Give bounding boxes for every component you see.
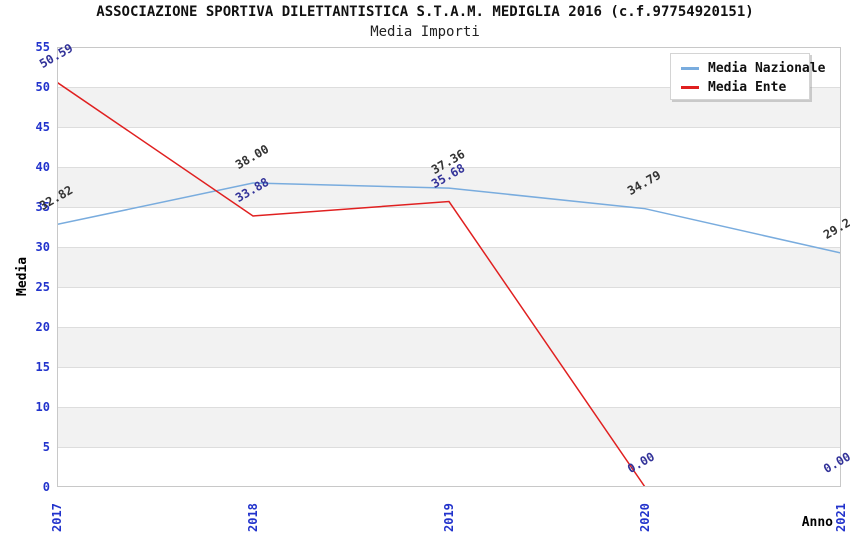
y-tick-label: 40 (35, 160, 50, 174)
chart-title: ASSOCIAZIONE SPORTIVA DILETTANTISTICA S.… (96, 4, 754, 20)
y-tick-label: 10 (35, 400, 50, 414)
x-tick-label: 2018 (246, 503, 260, 532)
grid-band (57, 167, 841, 207)
grid-band (57, 247, 841, 287)
x-tick-label: 2019 (442, 503, 456, 532)
y-tick-label: 0 (42, 480, 50, 494)
chart-subtitle: Media Importi (370, 24, 480, 40)
legend-label: Media Nazionale (708, 61, 826, 76)
plot-border (57, 47, 841, 487)
plot-canvas (57, 47, 841, 487)
x-tick-label: 2017 (50, 503, 64, 532)
legend-item-media-ente: Media Ente (681, 79, 809, 96)
y-tick-label: 25 (35, 280, 50, 294)
legend-label: Media Ente (708, 80, 787, 95)
y-axis-title: Media (15, 256, 30, 296)
y-tick-label: 30 (35, 240, 50, 254)
series-line-1 (57, 81, 841, 487)
x-axis-title: Anno (801, 515, 833, 530)
line-swatch-icon (681, 86, 699, 89)
y-tick-label: 55 (35, 40, 50, 54)
grid-band (57, 407, 841, 447)
grid-band (57, 327, 841, 367)
y-tick-label: 15 (35, 360, 50, 374)
legend: Media Nazionale Media Ente (670, 53, 825, 100)
series-line-0 (57, 182, 841, 254)
plot-area (57, 47, 841, 487)
y-tick-label: 45 (35, 120, 50, 134)
x-tick-label: 2020 (638, 503, 652, 532)
y-tick-label: 20 (35, 320, 50, 334)
y-tick-label: 50 (35, 80, 50, 94)
y-tick-label: 35 (35, 200, 50, 214)
y-tick-label: 5 (42, 440, 50, 454)
line-swatch-icon (681, 67, 699, 70)
x-tick-label: 2021 (834, 503, 848, 532)
legend-item-media-nazionale: Media Nazionale (681, 60, 825, 77)
